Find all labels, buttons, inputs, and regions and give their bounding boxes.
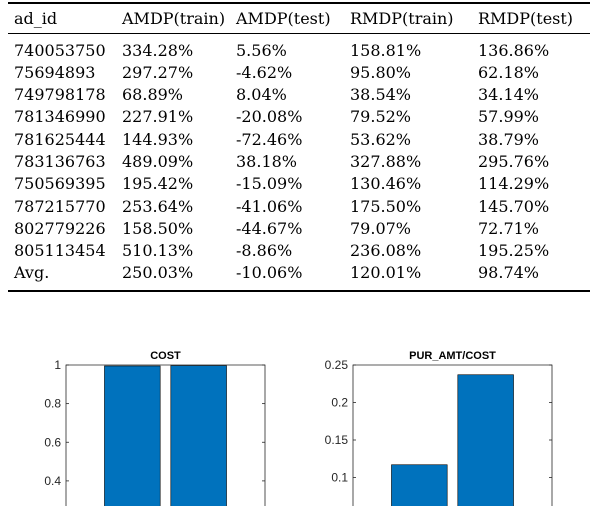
table-row: 781625444 144.93% -72.46% 53.62% 38.79% [8,129,598,151]
table-header: ad_id AMDP(train) AMDP(test) RMDP(train)… [8,8,598,30]
table-cell: 195.25% [478,241,550,260]
bar [391,464,448,506]
table-cell: 295.76% [478,152,550,171]
table-cell: 195.42% [122,174,194,193]
bar [104,365,161,506]
table-cell: 53.62% [350,130,412,149]
table-cell: 297.27% [122,63,194,82]
table-cell: 62.18% [478,63,540,82]
bar [170,365,227,506]
table-row: 783136763 489.09% 38.18% 327.88% 295.76% [8,151,598,173]
table-cell: 158.81% [350,41,422,60]
table-cell: 98.74% [478,263,540,282]
table-cell: 175.50% [350,197,422,216]
table-row: 781346990 227.91% -20.08% 79.52% 57.99% [8,106,598,128]
table-cell: 34.14% [478,85,540,104]
table-cell: -15.09% [236,174,303,193]
table-cell: 72.71% [478,219,540,238]
table-cell: 75694893 [14,63,96,82]
table-cell: 781346990 [14,107,106,126]
table-cell: 38.79% [478,130,540,149]
pur-amt-cost-chart: PUR_AMT/COST 0.1 0.15 0.2 0.25 [325,350,553,506]
table-cell: 787215770 [14,197,106,216]
cost-chart: COST 0.4 0.6 0.8 1 [44,350,266,506]
table-row: 805113454 510.13% -8.86% 236.08% 195.25% [8,240,598,262]
table-row: 802779226 158.50% -44.67% 79.07% 72.71% [8,218,598,240]
table-cell: 145.70% [478,197,550,216]
table-cell: 130.46% [350,174,422,193]
table-row: 749798178 68.89% 8.04% 38.54% 34.14% [8,84,598,106]
table-cell: -72.46% [236,130,303,149]
chart-title: PUR_AMT/COST [409,350,496,362]
table-cell: -8.86% [236,241,293,260]
axis-frame [65,364,266,506]
y-tick-label: 0.4 [44,474,61,488]
table-cell: 334.28% [122,41,194,60]
header-amdp-test: AMDP(test) [236,9,331,28]
table-row: 750569395 195.42% -15.09% 130.46% 114.29% [8,173,598,195]
table-cell: -10.06% [236,263,303,282]
table-cell: 38.18% [236,152,298,171]
y-tick-label: 0.15 [325,433,349,447]
header-ad-id: ad_id [14,9,58,28]
table-cell: 750569395 [14,174,106,193]
table-cell: 8.04% [236,85,287,104]
table-cell: 236.08% [350,241,422,260]
table-bottom-rule [8,290,590,292]
table-cell: 120.01% [350,263,422,282]
table-cell: 253.64% [122,197,194,216]
y-tick-label: 1 [54,358,61,372]
table-row: Avg. 250.03% -10.06% 120.01% 98.74% [8,262,598,284]
table-cell: 158.50% [122,219,194,238]
y-tick-label: 0.6 [44,435,61,449]
table-cell: 95.80% [350,63,412,82]
table-cell: 489.09% [122,152,194,171]
table-cell: 802779226 [14,219,106,238]
table-cell: 38.54% [350,85,412,104]
y-tick-label: 0.25 [325,358,349,372]
table-cell: Avg. [14,263,50,282]
table-cell: 5.56% [236,41,287,60]
bar [457,374,514,506]
header-rmdp-train: RMDP(train) [350,9,454,28]
table-cell: 79.52% [350,107,412,126]
table-cell: -4.62% [236,63,293,82]
table-cell: 740053750 [14,41,106,60]
header-amdp-train: AMDP(train) [122,9,226,28]
table-cell: 114.29% [478,174,550,193]
table-cell: 227.91% [122,107,194,126]
table-cell: 68.89% [122,85,184,104]
table-cell: 250.03% [122,263,194,282]
header-rmdp-test: RMDP(test) [478,9,574,28]
table-cell: 781625444 [14,130,106,149]
table-cell: 510.13% [122,241,194,260]
table-cell: -20.08% [236,107,303,126]
y-tick-label: 0.8 [44,397,61,411]
y-tick-label: 0.2 [331,396,348,410]
table-cell: 327.88% [350,152,422,171]
table-mid-rule [8,33,590,34]
table-row: 740053750 334.28% 5.56% 158.81% 136.86% [8,40,598,62]
table-cell: 57.99% [478,107,540,126]
table-cell: 805113454 [14,241,106,260]
table-cell: 783136763 [14,152,106,171]
table-cell: 144.93% [122,130,194,149]
table-row: 787215770 253.64% -41.06% 175.50% 145.70% [8,196,598,218]
chart-title: COST [150,350,181,362]
table-cell: 749798178 [14,85,106,104]
y-tick-label: 0.1 [331,471,348,485]
table-cell: -41.06% [236,197,303,216]
table-top-rule [8,2,590,4]
axis-frame [352,364,553,506]
table-row: 75694893 297.27% -4.62% 95.80% 62.18% [8,62,598,84]
table-cell: 136.86% [478,41,550,60]
table-cell: 79.07% [350,219,412,238]
table-cell: -44.67% [236,219,303,238]
